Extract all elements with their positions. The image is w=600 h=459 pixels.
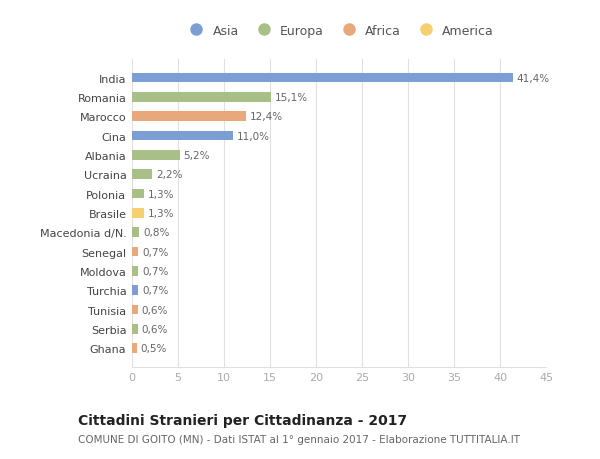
Text: 1,3%: 1,3% [148,189,174,199]
Bar [132,131,233,141]
Text: 0,5%: 0,5% [140,343,167,353]
Bar [132,247,139,257]
Text: 5,2%: 5,2% [184,151,210,161]
Bar [132,189,144,199]
Legend: Asia, Europa, Africa, America: Asia, Europa, Africa, America [179,20,499,43]
Text: 2,2%: 2,2% [156,170,182,180]
Bar [132,208,144,218]
Bar [132,170,152,179]
Text: 0,7%: 0,7% [142,247,169,257]
Bar [132,228,139,238]
Bar [132,305,137,315]
Bar [132,286,139,296]
Text: Cittadini Stranieri per Cittadinanza - 2017: Cittadini Stranieri per Cittadinanza - 2… [78,413,407,427]
Text: 1,3%: 1,3% [148,208,174,218]
Text: 11,0%: 11,0% [237,131,270,141]
Bar [132,73,513,83]
Text: 0,8%: 0,8% [143,228,169,238]
Bar [132,112,246,122]
Text: 0,7%: 0,7% [142,285,169,296]
Text: 41,4%: 41,4% [517,73,550,84]
Text: 12,4%: 12,4% [250,112,283,122]
Text: COMUNE DI GOITO (MN) - Dati ISTAT al 1° gennaio 2017 - Elaborazione TUTTITALIA.I: COMUNE DI GOITO (MN) - Dati ISTAT al 1° … [78,434,520,444]
Text: 0,6%: 0,6% [141,324,167,334]
Bar [132,93,271,102]
Text: 0,7%: 0,7% [142,266,169,276]
Bar [132,344,137,353]
Text: 15,1%: 15,1% [275,93,308,103]
Text: 0,6%: 0,6% [141,305,167,315]
Bar [132,325,137,334]
Bar [132,151,180,160]
Bar [132,267,139,276]
